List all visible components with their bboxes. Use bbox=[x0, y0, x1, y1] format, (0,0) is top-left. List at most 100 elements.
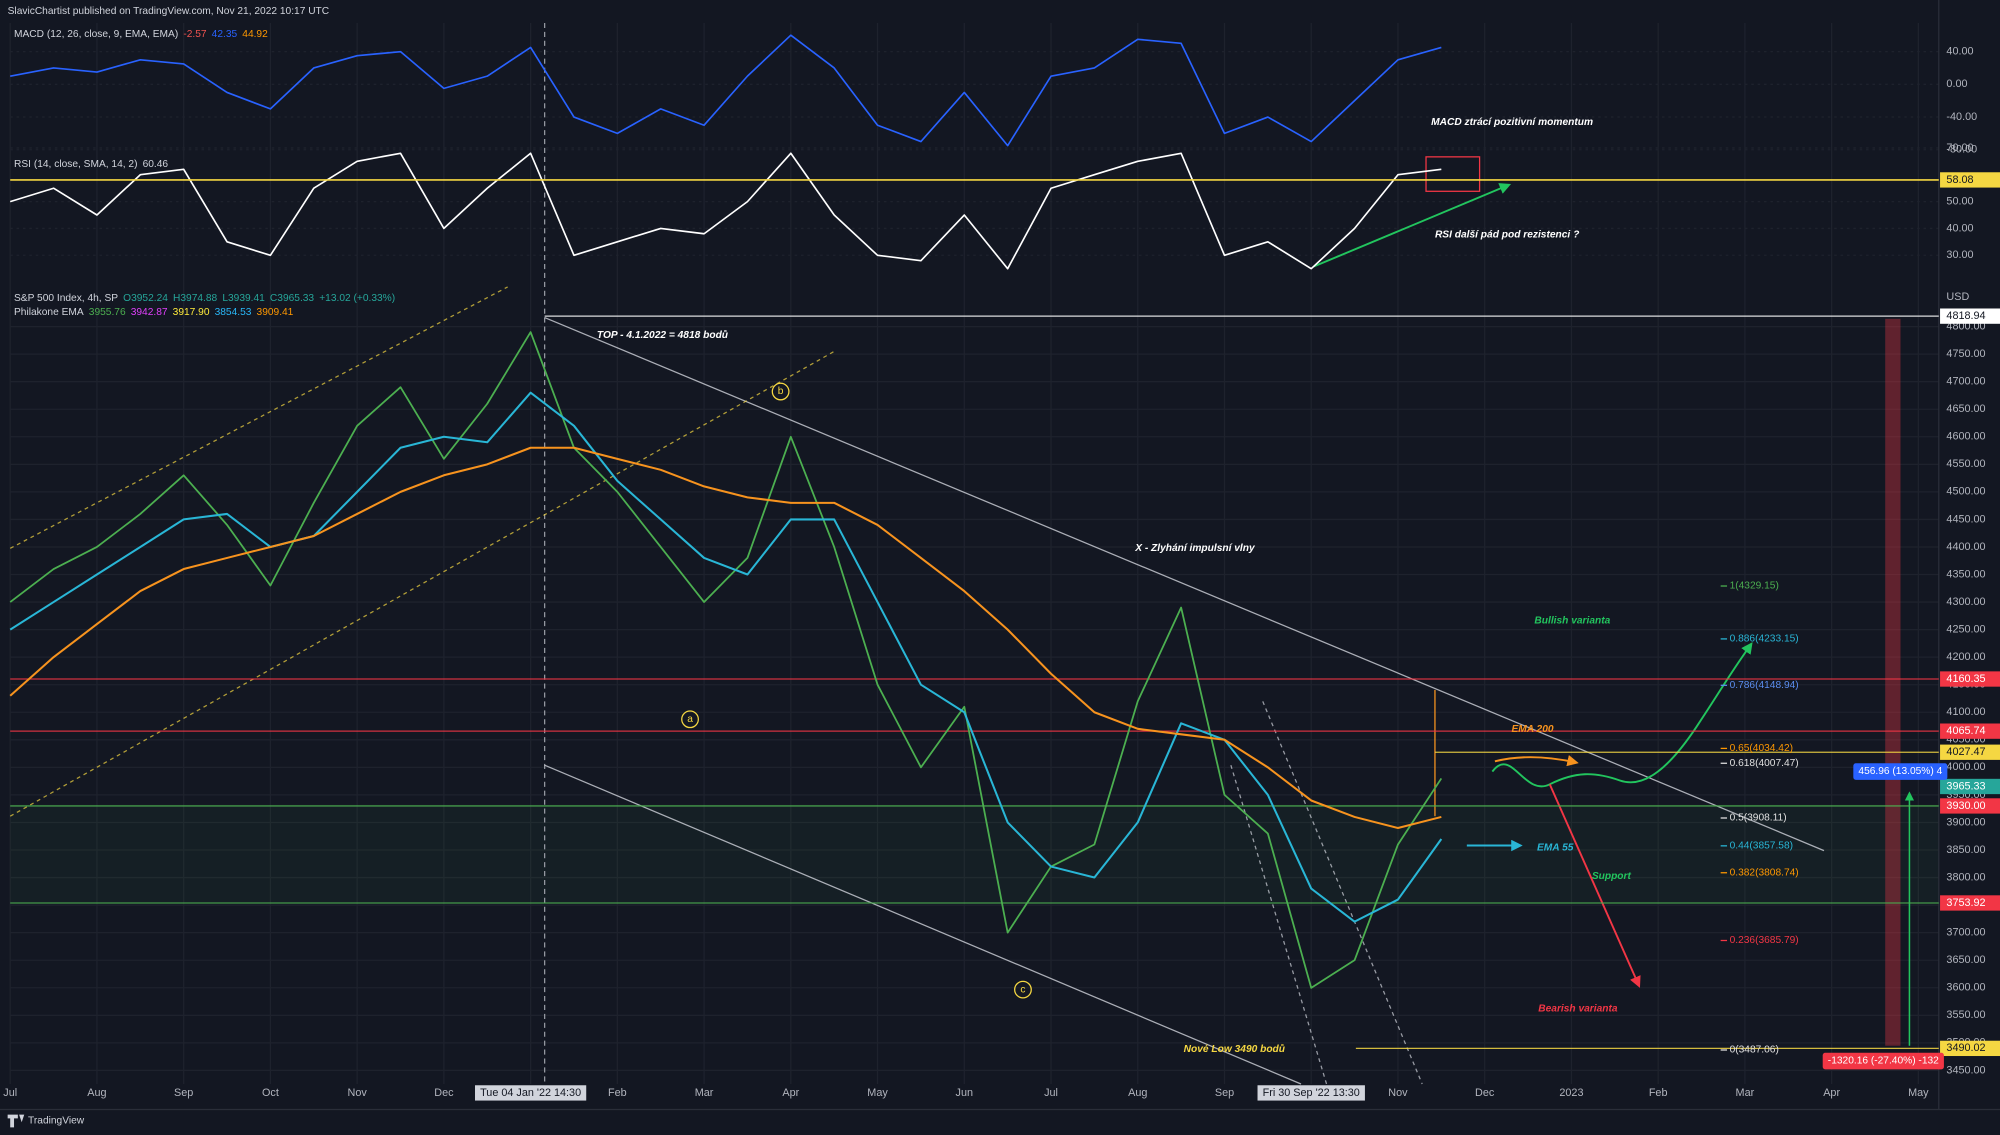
annotation: Nové Low 3490 bodů bbox=[1184, 1043, 1286, 1055]
y-tick-label: 4500.00 bbox=[1946, 486, 1985, 498]
legend-ohlc: H3974.88 bbox=[173, 293, 218, 304]
y-tick-label: 3550.00 bbox=[1946, 1009, 1985, 1021]
y-tick-label: 4100.00 bbox=[1946, 706, 1985, 718]
fib-label: 0.886(4233.15) bbox=[1730, 634, 1799, 645]
annotation: Bullish varianta bbox=[1534, 616, 1610, 627]
legend-readout: 3917.90 bbox=[173, 307, 210, 318]
macd-annotation: MACD ztrácí pozitivní momentum bbox=[1431, 117, 1593, 128]
x-tick-label: Mar bbox=[695, 1087, 714, 1099]
ema200-arrow bbox=[1494, 755, 1579, 767]
x-tick-label: May bbox=[1908, 1087, 1929, 1099]
y-tick-label: 3800.00 bbox=[1946, 871, 1985, 883]
bearish-arrow bbox=[1548, 783, 1641, 988]
brand-logo bbox=[7, 1114, 25, 1128]
y-tick-label: 4700.00 bbox=[1946, 376, 1985, 388]
publisher: SlavicChartist published on TradingView.… bbox=[8, 6, 329, 17]
crosshair-label-bg bbox=[1257, 1085, 1365, 1101]
x-tick-label: Dec bbox=[434, 1087, 454, 1099]
x-tick-label: Oct bbox=[262, 1087, 279, 1099]
x-tick-label: Apr bbox=[1823, 1087, 1840, 1099]
wave-label: a bbox=[687, 714, 693, 725]
price-level-box bbox=[1940, 778, 2000, 795]
y-tick-label: -80.00 bbox=[1946, 144, 1977, 156]
y-tick-label: 40.00 bbox=[1946, 45, 1973, 57]
y-tick-label: 3950.00 bbox=[1946, 789, 1985, 801]
macd-readout: 42.35 bbox=[212, 29, 238, 40]
y-tick-label: 3450.00 bbox=[1946, 1064, 1985, 1076]
fib-label: 0.44(3857.58) bbox=[1730, 841, 1793, 852]
series-line bbox=[9, 391, 1443, 923]
price-level-box bbox=[1940, 798, 2000, 814]
y-tick-label: 70.00 bbox=[1946, 142, 1973, 154]
measurement-label: 456.96 (13.05%) 4 bbox=[1858, 766, 1942, 777]
price-level-box bbox=[1940, 744, 2000, 760]
rsi-resistance-label: 58.08 bbox=[1946, 174, 1973, 186]
x-tick-label: Feb bbox=[608, 1087, 627, 1099]
channel-line bbox=[544, 764, 1302, 1085]
x-tick-label: Sep bbox=[1215, 1087, 1234, 1099]
series-label: EMA 55 bbox=[1537, 843, 1574, 854]
price-level-label: 4160.35 bbox=[1946, 673, 1985, 685]
support-zone bbox=[10, 804, 1939, 903]
y-tick-label: 3650.00 bbox=[1946, 954, 1985, 966]
measurement-box bbox=[1822, 1052, 1944, 1070]
y-tick-label: 4300.00 bbox=[1946, 596, 1985, 608]
price-level-label: 4065.74 bbox=[1946, 725, 1985, 737]
measurement-box bbox=[1853, 763, 1948, 780]
rsi-highlight bbox=[1425, 156, 1481, 192]
fib-label: 0(3487.06) bbox=[1730, 1045, 1779, 1056]
y-tick-label: 4050.00 bbox=[1946, 734, 1985, 746]
price-level-label: 3930.00 bbox=[1946, 800, 1985, 812]
legend-ohlc: O3952.24 bbox=[123, 293, 168, 304]
price-level-box bbox=[1940, 308, 2000, 324]
y-tick-label: 50.00 bbox=[1946, 195, 1973, 207]
x-tick-label: Mar bbox=[1736, 1087, 1755, 1099]
y-tick-label: 4550.00 bbox=[1946, 458, 1985, 470]
legend-readout: 3955.76 bbox=[89, 307, 126, 318]
x-tick-label: Sep bbox=[174, 1087, 193, 1099]
legend-indicator: Philakone EMA bbox=[14, 307, 84, 318]
fib-label: 0.5(3908.11) bbox=[1730, 813, 1787, 824]
y-tick-label: 4400.00 bbox=[1946, 541, 1985, 553]
fib-label: 0.382(3808.74) bbox=[1730, 867, 1799, 878]
x-tick-label: Jul bbox=[3, 1087, 17, 1099]
indicator-line bbox=[10, 34, 1442, 147]
x-tick-label: Nov bbox=[348, 1087, 368, 1099]
y-tick-label: 4800.00 bbox=[1946, 320, 1985, 332]
annotation: TOP - 4.1.2022 = 4818 bodů bbox=[597, 329, 729, 341]
y-tick-label: 3900.00 bbox=[1946, 816, 1985, 828]
y-tick-label: 4200.00 bbox=[1946, 651, 1985, 663]
grid bbox=[9, 22, 1939, 1084]
price-level-label: 4818.94 bbox=[1946, 310, 1985, 322]
macd-title: MACD (12, 26, close, 9, EMA, EMA) bbox=[14, 29, 178, 40]
y-tick-label: 4350.00 bbox=[1946, 568, 1985, 580]
fib-label: 0.236(3685.79) bbox=[1730, 935, 1799, 946]
legend-ohlc: L3939.41 bbox=[222, 293, 265, 304]
rsi-resistance-box bbox=[1940, 172, 2000, 188]
wedge-line bbox=[1230, 764, 1328, 1085]
legend-readout: 3854.53 bbox=[215, 307, 252, 318]
series-line bbox=[9, 331, 1443, 989]
legend-series: S&P 500 Index, 4h, SP bbox=[14, 293, 118, 304]
price-level-box bbox=[1940, 895, 2000, 911]
y-tick-label: 4600.00 bbox=[1946, 431, 1985, 443]
fib-label: 1(4329.15) bbox=[1730, 581, 1779, 592]
macd-readout: 44.92 bbox=[242, 29, 268, 40]
range-band bbox=[1885, 318, 1901, 1046]
rsi-title: RSI (14, close, SMA, 14, 2) bbox=[14, 159, 137, 170]
x-tick-label: Fri 30 Sep '22 13:30 bbox=[1263, 1087, 1360, 1099]
brand: TradingView bbox=[28, 1116, 85, 1127]
bullish-arrow bbox=[1491, 642, 1753, 788]
x-tick-label: Aug bbox=[1128, 1087, 1147, 1099]
price-level-box bbox=[1940, 723, 2000, 739]
y-tick-label: 3700.00 bbox=[1946, 927, 1985, 939]
indicator-line bbox=[9, 152, 1442, 270]
price-level-label: 4027.47 bbox=[1946, 746, 1985, 758]
macd-readout: -2.57 bbox=[183, 29, 207, 40]
trend-channel bbox=[9, 286, 508, 549]
price-level-box bbox=[1940, 671, 2000, 687]
rsi-annotation: RSI další pád pod rezistenci ? bbox=[1435, 229, 1580, 240]
